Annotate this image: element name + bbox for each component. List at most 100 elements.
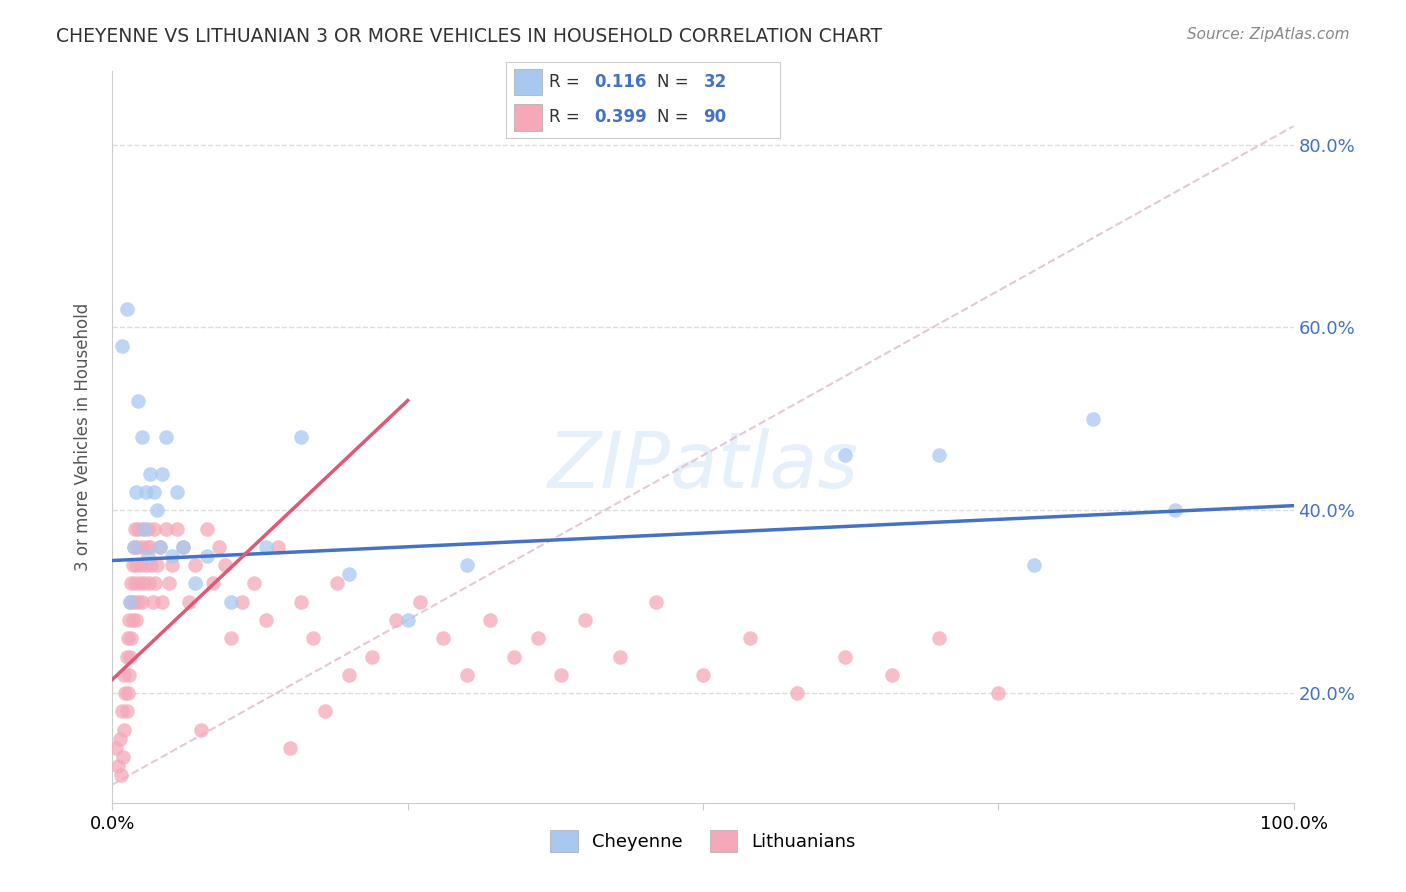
Point	[127, 594, 149, 608]
Text: R =: R =	[548, 109, 585, 127]
Point	[129, 558, 152, 573]
Point	[550, 667, 572, 681]
Point	[120, 649, 142, 664]
Point	[155, 430, 177, 444]
Point	[125, 613, 148, 627]
Point	[160, 558, 183, 573]
Text: N =: N =	[657, 73, 693, 91]
Point	[456, 667, 478, 681]
Point	[131, 430, 153, 444]
Text: CHEYENNE VS LITHUANIAN 3 OR MORE VEHICLES IN HOUSEHOLD CORRELATION CHART: CHEYENNE VS LITHUANIAN 3 OR MORE VEHICLE…	[56, 27, 883, 45]
Point	[136, 549, 159, 563]
Text: 90: 90	[703, 109, 727, 127]
Point	[115, 649, 138, 664]
Point	[111, 705, 134, 719]
Point	[609, 649, 631, 664]
Point	[337, 567, 360, 582]
Point	[574, 613, 596, 627]
Point	[120, 594, 142, 608]
Point	[128, 576, 150, 591]
Point	[644, 594, 666, 608]
Point	[124, 576, 146, 591]
Point	[124, 521, 146, 535]
Point	[118, 667, 141, 681]
Point	[172, 540, 194, 554]
Point	[786, 686, 808, 700]
Text: R =: R =	[548, 73, 585, 91]
Point	[146, 558, 169, 573]
Point	[107, 759, 129, 773]
Point	[120, 576, 142, 591]
Point	[112, 750, 135, 764]
Point	[290, 430, 312, 444]
Point	[208, 540, 231, 554]
Point	[880, 667, 903, 681]
Point	[131, 594, 153, 608]
Point	[290, 594, 312, 608]
Point	[219, 594, 242, 608]
Point	[134, 576, 156, 591]
Point	[190, 723, 212, 737]
Legend: Cheyenne, Lithuanians: Cheyenne, Lithuanians	[543, 823, 863, 860]
Point	[928, 448, 950, 462]
Point	[149, 540, 172, 554]
Point	[219, 632, 242, 646]
Point	[114, 686, 136, 700]
Y-axis label: 3 or more Vehicles in Household: 3 or more Vehicles in Household	[73, 303, 91, 571]
Point	[127, 540, 149, 554]
Point	[166, 521, 188, 535]
Point	[314, 705, 336, 719]
Point	[337, 667, 360, 681]
Point	[150, 467, 173, 481]
Point	[115, 302, 138, 317]
Point	[141, 558, 163, 573]
Bar	[515, 104, 541, 130]
Point	[214, 558, 236, 573]
Point	[385, 613, 408, 627]
Point	[526, 632, 548, 646]
Point	[132, 521, 155, 535]
Point	[243, 576, 266, 591]
Text: 0.399: 0.399	[593, 109, 647, 127]
Point	[155, 521, 177, 535]
Point	[125, 558, 148, 573]
Point	[111, 339, 134, 353]
Point	[135, 485, 157, 500]
Point	[138, 576, 160, 591]
Point	[396, 613, 419, 627]
Text: 32: 32	[703, 73, 727, 91]
Point	[125, 485, 148, 500]
Point	[142, 594, 165, 608]
Point	[326, 576, 349, 591]
Point	[142, 485, 165, 500]
Point	[108, 731, 131, 746]
Point	[157, 576, 180, 591]
Point	[127, 521, 149, 535]
Point	[195, 521, 218, 535]
Point	[136, 521, 159, 535]
Point	[987, 686, 1010, 700]
Text: Source: ZipAtlas.com: Source: ZipAtlas.com	[1187, 27, 1350, 42]
Text: 0.116: 0.116	[593, 73, 647, 91]
Point	[120, 594, 142, 608]
Point	[115, 705, 138, 719]
Text: N =: N =	[657, 109, 693, 127]
Point	[302, 632, 325, 646]
Point	[166, 485, 188, 500]
Point	[172, 540, 194, 554]
Point	[121, 558, 143, 573]
Point	[160, 549, 183, 563]
Point	[1081, 412, 1104, 426]
Point	[112, 723, 135, 737]
Point	[408, 594, 430, 608]
Point	[127, 393, 149, 408]
Point	[432, 632, 454, 646]
Point	[105, 740, 128, 755]
Point	[142, 521, 165, 535]
Point	[479, 613, 502, 627]
Point	[120, 632, 142, 646]
Point	[121, 613, 143, 627]
Point	[118, 613, 141, 627]
Point	[1164, 503, 1187, 517]
Point	[150, 594, 173, 608]
